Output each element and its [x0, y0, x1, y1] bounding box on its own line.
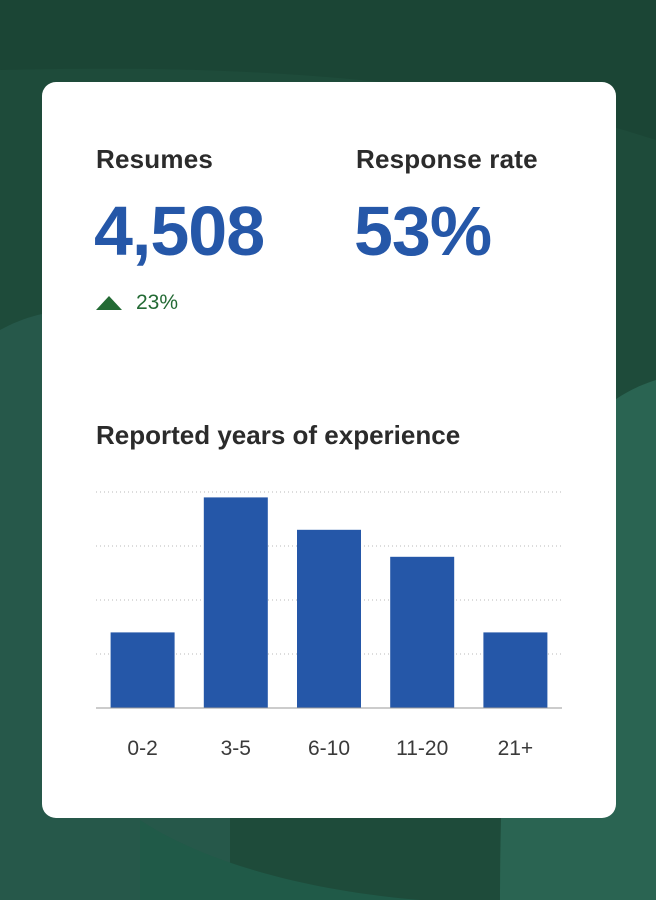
response-rate-label: Response rate	[356, 144, 538, 174]
resumes-label: Resumes	[96, 144, 214, 174]
triangle-up-icon	[96, 296, 122, 310]
bar-chart: 0-2 3-5 6-10 11-20 21+	[96, 491, 562, 760]
x-tick-label: 0-2	[127, 737, 157, 760]
bar-3-5	[203, 497, 268, 708]
x-tick-label: 11-20	[396, 737, 448, 760]
resumes-change: 23%	[96, 290, 178, 316]
x-tick-label: 6-10	[308, 737, 350, 760]
bar-21+	[483, 632, 548, 708]
bar-11-20	[390, 556, 455, 708]
bar-0-2	[110, 632, 175, 708]
resumes-value: 4,508	[94, 192, 265, 270]
resumes-change-value: 23%	[136, 291, 179, 314]
stats-card: Resumes 4,508 23% Response rate 53% Repo…	[42, 82, 616, 818]
chart-title: Reported years of experience	[96, 420, 461, 450]
response-rate-value: 53%	[354, 192, 492, 270]
bar-6-10	[297, 529, 361, 708]
x-tick-label: 21+	[498, 737, 534, 760]
x-tick-label: 3-5	[221, 737, 251, 760]
